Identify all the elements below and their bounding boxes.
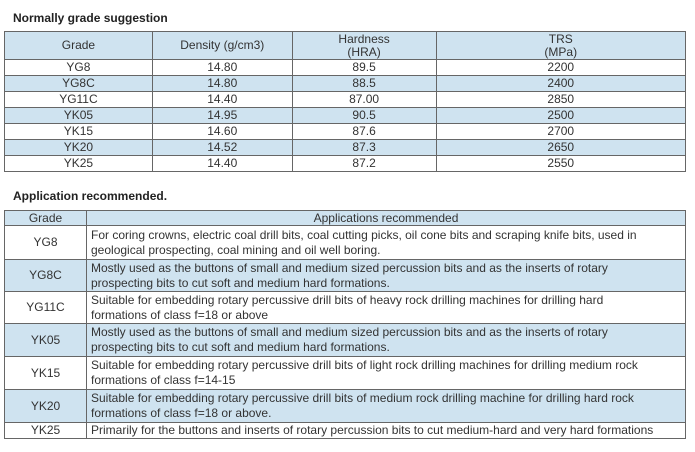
application-table-header: Grade Applications recommended	[4, 210, 686, 226]
application-line: geological prospecting, coal mining and …	[91, 242, 381, 257]
grade-cell: YG8	[4, 59, 153, 76]
application-line: prospecting bits to cut soft and medium …	[91, 340, 390, 354]
application-table: Grade Applications recommended YG8 For c…	[4, 210, 686, 439]
table-row: YK20 14.52 87.3 2650	[4, 139, 687, 156]
application-line: prospecting bits to cut soft and medium …	[91, 275, 390, 290]
density-cell: 14.52	[151, 139, 293, 156]
trs-cell: 2550	[435, 155, 687, 172]
hardness-cell: 88.5	[291, 75, 437, 92]
application-line: Mostly used as the buttons of small and …	[91, 260, 608, 275]
application-section-title: Application recommended.	[13, 189, 168, 203]
trs-header-unit: (MPa)	[544, 44, 578, 59]
hardness-header-unit: (HRA)	[347, 44, 381, 59]
application-line: For coring crowns, electric coal drill b…	[91, 227, 637, 242]
table-row: YK05 Mostly used as the buttons of small…	[4, 323, 686, 357]
density-cell: 14.40	[151, 91, 293, 108]
density-header: Density (g/cm3)	[151, 31, 293, 60]
table-row: YK05 14.95 90.5 2500	[4, 107, 687, 124]
table-row: YG8C Mostly used as the buttons of small…	[4, 259, 686, 292]
application-cell: For coring crowns, electric coal drill b…	[86, 225, 686, 260]
density-cell: 14.40	[151, 155, 293, 172]
application-cell: Mostly used as the buttons of small and …	[86, 323, 686, 357]
grade-cell: YK20	[4, 389, 87, 423]
grade-cell: YG11C	[4, 291, 87, 324]
grade-cell: YK05	[4, 107, 153, 124]
table-row: YG8 For coring crowns, electric coal dri…	[4, 225, 686, 260]
grade-cell: YK15	[4, 123, 153, 140]
grade-cell: YG8	[4, 225, 87, 260]
density-cell: 14.60	[151, 123, 293, 140]
applications-header: Applications recommended	[86, 210, 686, 226]
grade-header: Grade	[4, 210, 87, 226]
table-row: YG11C Suitable for embedding rotary perc…	[4, 291, 686, 324]
trs-cell: 2700	[435, 123, 687, 140]
hardness-header: Hardness (HRA)	[291, 31, 437, 60]
application-line: Suitable for embedding rotary percussive…	[91, 292, 604, 307]
trs-header-label: TRS	[548, 31, 573, 46]
application-line: Suitable for embedding rotary percussive…	[91, 358, 638, 372]
table-row: YK25 14.40 87.2 2550	[4, 155, 687, 172]
trs-cell: 2400	[435, 75, 687, 92]
application-line: Suitable for embedding rotary percussive…	[91, 391, 634, 405]
hardness-cell: 87.2	[291, 155, 437, 172]
table-row: YG8 14.80 89.5 2200	[4, 59, 687, 76]
density-cell: 14.80	[151, 75, 293, 92]
application-cell: Suitable for embedding rotary percussive…	[86, 356, 686, 390]
application-cell: Suitable for embedding rotary percussive…	[86, 389, 686, 423]
table-row: YK15 Suitable for embedding rotary percu…	[4, 356, 686, 390]
hardness-cell: 89.5	[291, 59, 437, 76]
application-line: formations of class f=18 or above.	[91, 406, 272, 420]
density-cell: 14.95	[151, 107, 293, 124]
hardness-cell: 87.6	[291, 123, 437, 140]
table-row: YG8C 14.80 88.5 2400	[4, 75, 687, 92]
trs-cell: 2500	[435, 107, 687, 124]
grade-cell: YG8C	[4, 75, 153, 92]
grade-cell: YK25	[4, 422, 87, 439]
hardness-cell: 90.5	[291, 107, 437, 124]
application-cell: Suitable for embedding rotary percussive…	[86, 291, 686, 324]
trs-header: TRS (MPa)	[435, 31, 687, 60]
grade-table: Grade Density (g/cm3) Hardness (HRA) TRS…	[4, 31, 687, 172]
table-row: YK25 Primarily for the buttons and inser…	[4, 422, 686, 439]
application-cell: Primarily for the buttons and inserts of…	[86, 422, 686, 439]
table-row: YK20 Suitable for embedding rotary percu…	[4, 389, 686, 423]
grade-cell: YG11C	[4, 91, 153, 108]
grade-cell: YG8C	[4, 259, 87, 292]
grade-cell: YK05	[4, 323, 87, 357]
application-cell: Mostly used as the buttons of small and …	[86, 259, 686, 292]
hardness-cell: 87.00	[291, 91, 437, 108]
table-row: YK15 14.60 87.6 2700	[4, 123, 687, 140]
table-row: YG11C 14.40 87.00 2850	[4, 91, 687, 108]
application-line: formations of class f=14-15	[91, 373, 236, 387]
grade-cell: YK25	[4, 155, 153, 172]
grade-section-title: Normally grade suggestion	[13, 11, 168, 25]
application-line: formations of class f=18 or above	[91, 307, 269, 322]
trs-cell: 2200	[435, 59, 687, 76]
hardness-cell: 87.3	[291, 139, 437, 156]
density-cell: 14.80	[151, 59, 293, 76]
grade-cell: YK15	[4, 356, 87, 390]
grade-table-header: Grade Density (g/cm3) Hardness (HRA) TRS…	[4, 31, 687, 60]
trs-cell: 2650	[435, 139, 687, 156]
grade-header: Grade	[4, 31, 153, 60]
application-line: Mostly used as the buttons of small and …	[91, 325, 608, 339]
hardness-header-label: Hardness	[338, 31, 390, 46]
trs-cell: 2850	[435, 91, 687, 108]
grade-cell: YK20	[4, 139, 153, 156]
